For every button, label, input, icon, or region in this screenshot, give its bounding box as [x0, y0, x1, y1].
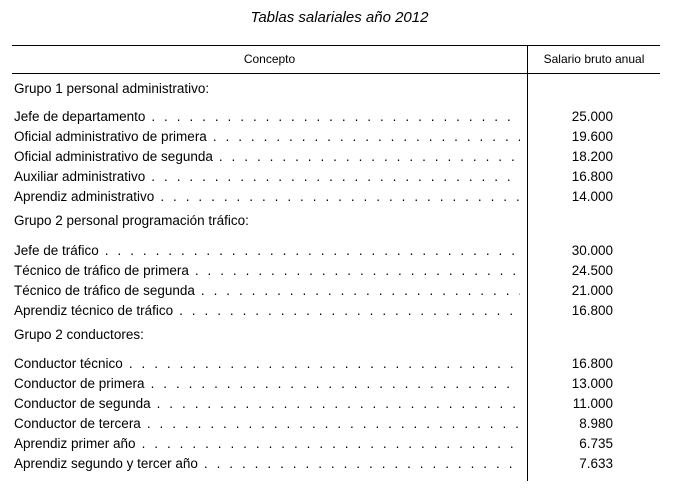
dot-leader	[154, 189, 520, 204]
dot-leader	[198, 456, 520, 471]
table-row: Técnico de tráfico de segunda	[14, 283, 520, 298]
salary-value: 13.000	[571, 376, 613, 391]
salary-value: 19.600	[571, 129, 613, 144]
dot-leader	[207, 129, 520, 144]
salary-value: 6.735	[579, 436, 613, 451]
table-row: Aprendiz primer año	[14, 436, 520, 451]
dot-leader	[173, 303, 520, 318]
row-label: Oficial administrativo de segunda	[14, 149, 213, 164]
salary-value: 25.000	[571, 109, 613, 124]
group-heading: Grupo 2 personal programación tráfico:	[14, 213, 249, 228]
group-heading: Grupo 2 conductores:	[14, 327, 144, 342]
dot-leader	[141, 416, 520, 431]
row-label: Conductor de segunda	[14, 396, 151, 411]
table-row: Oficial administrativo de primera	[14, 129, 520, 144]
dot-leader	[145, 109, 520, 124]
table-row: Conductor técnico	[14, 356, 520, 371]
row-label: Conductor de tercera	[14, 416, 141, 431]
table-row: Conductor de segunda	[14, 396, 520, 411]
table-row: Jefe de departamento	[14, 109, 520, 124]
rule	[12, 73, 660, 74]
group-heading: Grupo 1 personal administrativo:	[14, 81, 210, 96]
row-label: Aprendiz administrativo	[14, 189, 155, 204]
row-label: Aprendiz técnico de tráfico	[14, 303, 174, 318]
row-label: Técnico de tráfico de primera	[14, 263, 189, 278]
table-row: Aprendiz administrativo	[14, 189, 520, 204]
salary-value: 14.000	[571, 189, 613, 204]
salary-value: 30.000	[571, 243, 613, 258]
table-row: Conductor de tercera	[14, 416, 520, 431]
salary-value: 16.800	[571, 303, 613, 318]
title: Tablas salariales año 2012	[250, 9, 429, 26]
dot-leader	[136, 436, 520, 451]
dot-leader	[195, 283, 520, 298]
table-row: Auxiliar administrativo	[14, 169, 520, 184]
rule	[12, 45, 660, 46]
dot-leader	[145, 376, 520, 391]
salary-value: 8.980	[579, 416, 613, 431]
row-label: Conductor técnico	[14, 356, 123, 371]
dot-leader	[213, 149, 520, 164]
table-row: Aprendiz técnico de tráfico	[14, 303, 520, 318]
column-header: Salario bruto anual	[543, 52, 645, 66]
row-label: Jefe de departamento	[14, 109, 146, 124]
row-label: Aprendiz segundo y tercer año	[14, 456, 198, 471]
table-row: Aprendiz segundo y tercer año	[14, 456, 520, 471]
table-row: Jefe de tráfico	[14, 243, 520, 258]
row-label: Técnico de tráfico de segunda	[14, 283, 195, 298]
row-label: Auxiliar administrativo	[14, 169, 146, 184]
dot-leader	[145, 169, 520, 184]
dot-leader	[189, 263, 520, 278]
salary-value: 24.500	[571, 263, 613, 278]
dot-leader	[151, 396, 520, 411]
table-row: Oficial administrativo de segunda	[14, 149, 520, 164]
row-label: Aprendiz primer año	[14, 436, 136, 451]
column-divider	[527, 45, 528, 481]
dot-leader	[99, 243, 520, 258]
salary-value: 18.200	[571, 149, 613, 164]
row-label: Oficial administrativo de primera	[14, 129, 207, 144]
salary-value: 16.800	[571, 169, 613, 184]
column-header: Concepto	[243, 52, 296, 66]
row-label: Conductor de primera	[14, 376, 145, 391]
salary-value: 11.000	[572, 396, 613, 411]
row-label: Jefe de tráfico	[14, 243, 99, 258]
salary-value: 21.000	[571, 283, 613, 298]
dot-leader	[123, 356, 520, 371]
salary-value: 16.800	[571, 356, 613, 371]
salary-value: 7.633	[579, 456, 613, 471]
table-row: Técnico de tráfico de primera	[14, 263, 520, 278]
table-row: Conductor de primera	[14, 376, 520, 391]
